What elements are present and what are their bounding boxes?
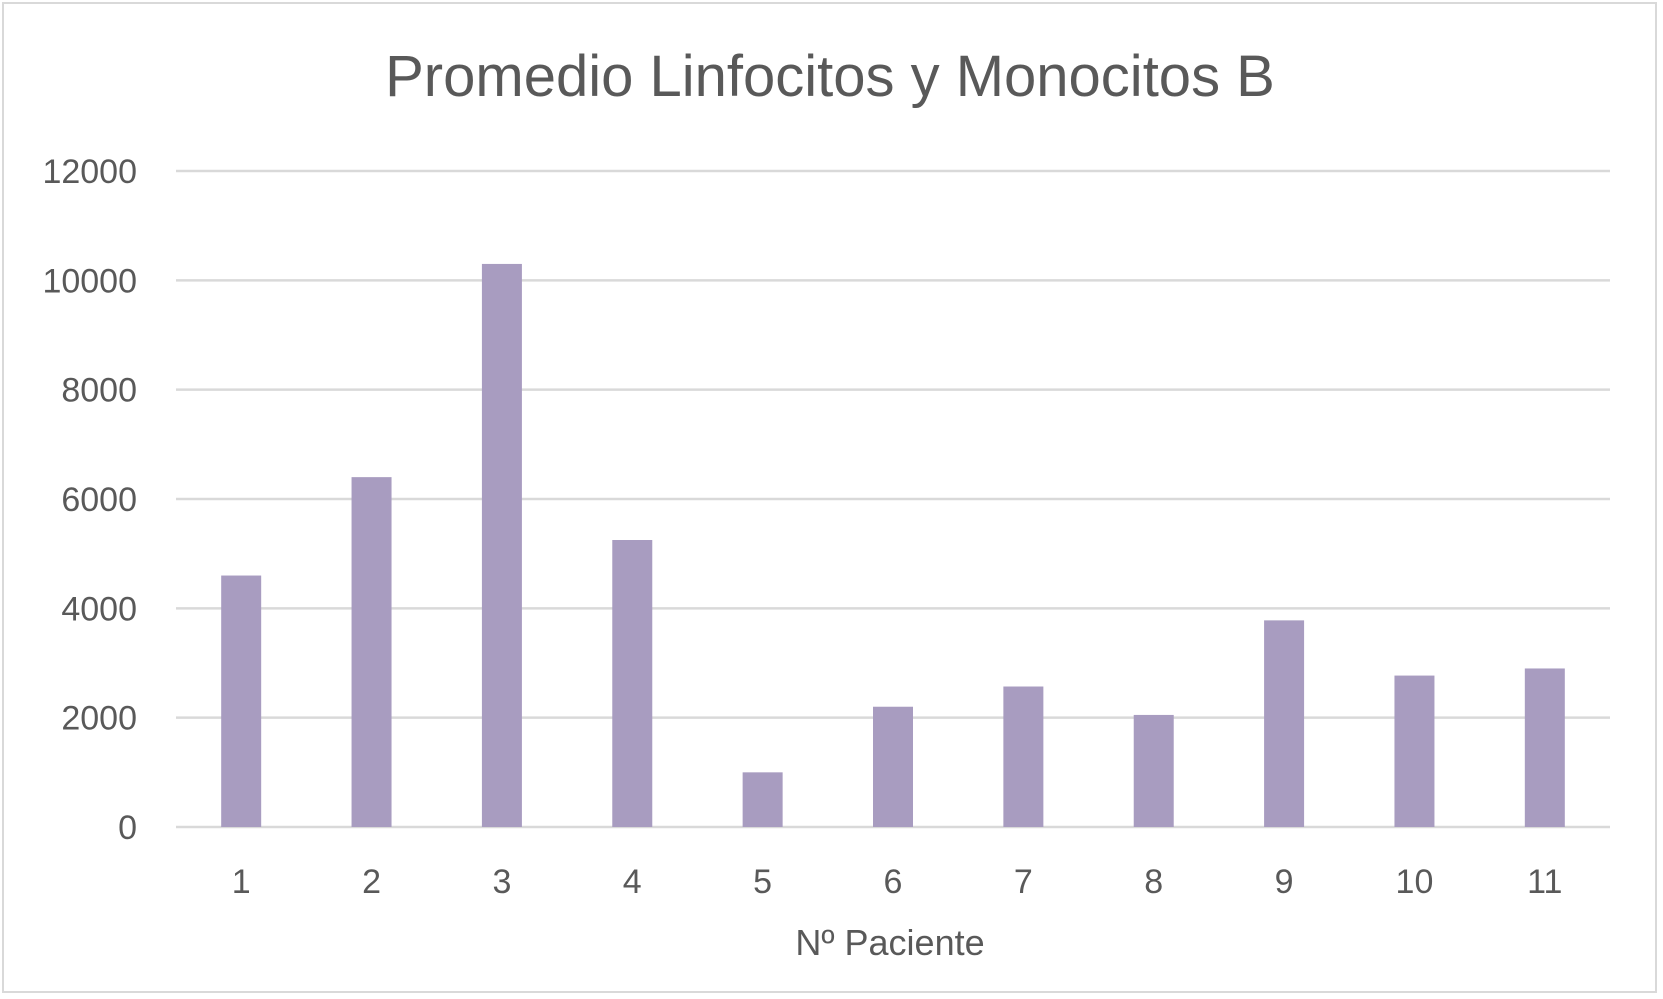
x-axis-ticks: 1 2 3 4 5 6 7 8 9 10 11 [232, 863, 1563, 901]
y-tick-label: 10000 [42, 262, 137, 300]
y-tick-label: 6000 [61, 481, 137, 519]
bar-11 [1524, 668, 1565, 827]
bars [221, 263, 1565, 827]
y-tick-label: 8000 [61, 372, 137, 410]
bar-5 [742, 772, 783, 827]
bar-1 [221, 575, 262, 827]
chart-title: Promedio Linfocitos y Monocitos B [385, 44, 1275, 109]
x-tick-label: 11 [1527, 863, 1562, 901]
bar-2 [351, 477, 392, 827]
bar-10 [1394, 675, 1435, 827]
bar-9 [1264, 620, 1305, 827]
y-tick-label: 0 [118, 809, 137, 847]
grid-layer [176, 169, 1610, 829]
y-axis-ticks: 0 2000 4000 6000 8000 10000 12000 [42, 153, 137, 847]
x-tick-label: 7 [1014, 863, 1033, 901]
x-tick-label: 10 [1396, 863, 1434, 901]
y-tick-label: 4000 [61, 590, 137, 628]
x-tick-label: 1 [232, 863, 251, 901]
x-axis-label: Nº Paciente [795, 922, 984, 963]
y-tick-label: 2000 [61, 700, 137, 738]
bar-8 [1133, 714, 1174, 827]
x-tick-label: 5 [753, 863, 772, 901]
x-tick-label: 8 [1144, 863, 1163, 901]
bar-7 [1003, 686, 1044, 827]
x-tick-label: 6 [884, 863, 903, 901]
x-tick-label: 9 [1275, 863, 1294, 901]
bar-6 [873, 706, 913, 827]
x-tick-label: 4 [623, 863, 642, 901]
bar-4 [612, 540, 653, 827]
y-tick-label: 12000 [42, 153, 137, 191]
x-tick-label: 3 [492, 863, 511, 901]
bar-3 [481, 263, 522, 827]
x-tick-label: 2 [362, 863, 381, 901]
